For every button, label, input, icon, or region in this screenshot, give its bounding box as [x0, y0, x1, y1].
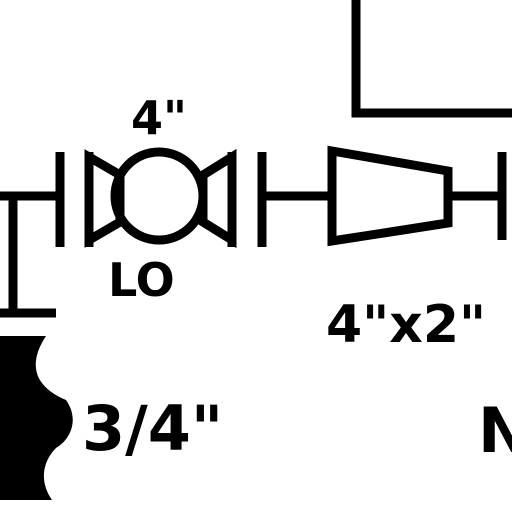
top-pipe-run: [351, 0, 512, 118]
valve-state-label: LO: [108, 253, 175, 307]
branch-size-label: 3/4": [82, 392, 223, 465]
reducer-size-label: 4"x2": [326, 295, 486, 355]
ball-valve-symbol[interactable]: [84, 147, 237, 249]
valve-ball-circle: [110, 147, 208, 245]
reducer-symbol[interactable]: [327, 145, 453, 247]
valve-size-label: 4": [131, 91, 187, 145]
branch-fitting-shape[interactable]: [0, 336, 73, 500]
partial-edge-label: N: [478, 394, 512, 467]
